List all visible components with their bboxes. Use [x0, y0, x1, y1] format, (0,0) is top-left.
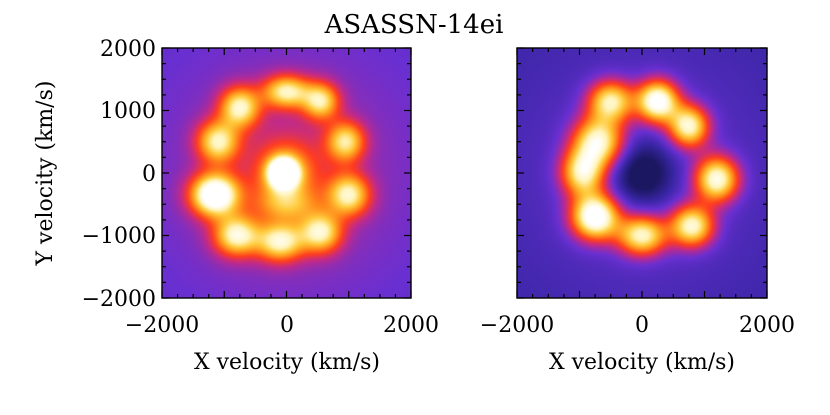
left-y-axis-label: Y velocity (km/s) [33, 81, 58, 267]
right-panel: −2000 0 2000 X velocity (km/s) [480, 47, 795, 375]
left-xtick-label: 2000 [383, 313, 439, 338]
left-panel: −2000 0 2000 2000 1000 0 −1000 −2000 X v… [33, 37, 439, 375]
right-ticks [516, 47, 768, 299]
left-ytick-label: −2000 [82, 287, 156, 312]
right-xtick-label: −2000 [480, 313, 554, 338]
left-heatmap-image [162, 48, 411, 298]
left-ytick-label: −1000 [82, 224, 156, 249]
left-ticks [161, 47, 412, 299]
left-xtick-label: −2000 [125, 313, 199, 338]
left-ytick-label: 1000 [100, 99, 156, 124]
right-xtick-label: 2000 [739, 313, 795, 338]
left-ytick-label: 2000 [100, 37, 156, 62]
left-xtick-label: 0 [280, 313, 294, 338]
figure-title: ASASSN-14ei [324, 10, 504, 40]
right-xtick-label: 0 [635, 313, 649, 338]
left-ytick-label: 0 [142, 162, 156, 187]
left-x-axis-label: X velocity (km/s) [194, 350, 380, 375]
right-x-axis-label: X velocity (km/s) [549, 350, 735, 375]
right-heatmap-image [517, 48, 767, 298]
